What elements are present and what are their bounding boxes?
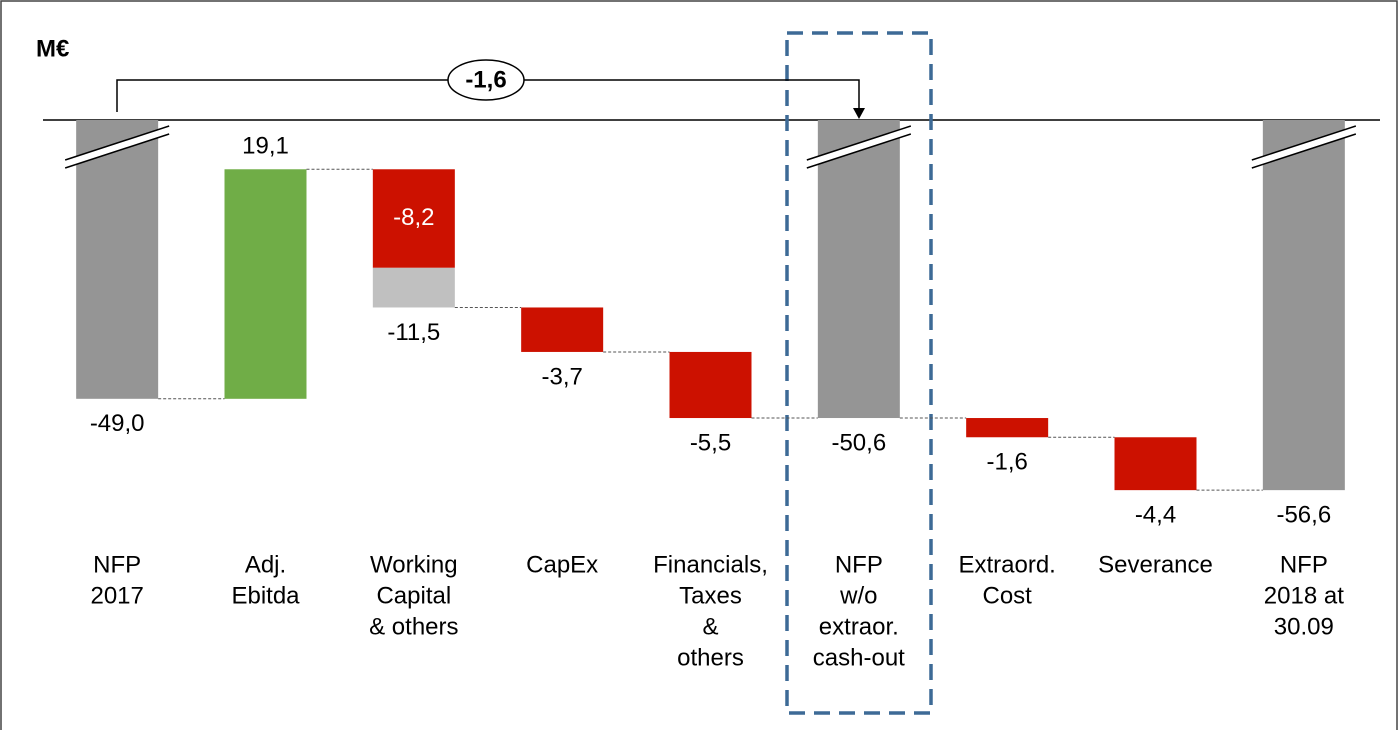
annotation-bubble: [447, 59, 525, 101]
x-tick-label: 2018 at: [1264, 582, 1344, 609]
break-gap: [806, 126, 911, 168]
bar-segment: [372, 267, 455, 308]
value-label: -11,5: [387, 319, 440, 346]
x-tick-label: Extraord.: [958, 551, 1055, 578]
highlight-box: [785, 31, 933, 715]
bar: [1114, 437, 1197, 491]
bar-segment: [372, 169, 455, 268]
x-tick-label: Working: [370, 551, 458, 578]
bar: [521, 307, 604, 352]
x-tick-label: CapEx: [526, 551, 598, 578]
break-mark: [64, 133, 170, 169]
x-tick-label: Adj.: [245, 551, 286, 578]
x-tick-label: Cost: [982, 582, 1032, 609]
value-label: -56,6: [1276, 501, 1331, 528]
x-tick-label: NFP: [1280, 551, 1328, 578]
arrow-head: [853, 108, 865, 119]
value-label: -50,6: [831, 429, 886, 456]
segment-label: -8,2: [393, 204, 434, 231]
x-tick-label: 2017: [90, 582, 143, 609]
x-tick-label: NFP: [835, 551, 883, 578]
x-tick-label: Ebitda: [231, 582, 300, 609]
break-gap: [1251, 126, 1356, 168]
x-tick-label: others: [677, 644, 744, 671]
x-tick-label: &: [702, 613, 718, 640]
break-gap: [65, 126, 170, 168]
x-tick-label: Taxes: [679, 582, 742, 609]
value-label: -3,7: [541, 363, 582, 390]
x-tick-label: Financials,: [653, 551, 768, 578]
bar: [224, 169, 307, 399]
x-tick-label: Capital: [376, 582, 451, 609]
break-mark: [1251, 125, 1357, 161]
bar: [669, 351, 752, 419]
x-tick-label: NFP: [93, 551, 141, 578]
break-mark: [1251, 133, 1357, 169]
bar: [1262, 120, 1345, 491]
chart-title: M€: [36, 35, 69, 62]
bar: [817, 120, 900, 419]
break-mark: [806, 125, 912, 161]
x-tick-label: Severance: [1098, 551, 1213, 578]
x-tick-label: & others: [369, 613, 458, 640]
annotation-label: -1,6: [465, 66, 506, 93]
value-label: -49,0: [90, 410, 145, 437]
value-label: -1,6: [986, 449, 1027, 476]
bar: [76, 120, 159, 399]
value-label: -4,4: [1135, 501, 1176, 528]
break-mark: [64, 125, 170, 161]
bar: [966, 418, 1049, 438]
x-tick-label: cash-out: [813, 644, 905, 671]
x-tick-label: w/o: [839, 582, 877, 609]
x-tick-label: 30.09: [1274, 613, 1334, 640]
value-label: 19,1: [242, 133, 289, 160]
break-mark: [806, 133, 912, 169]
value-label: -5,5: [690, 429, 731, 456]
x-tick-label: extraor.: [819, 613, 899, 640]
